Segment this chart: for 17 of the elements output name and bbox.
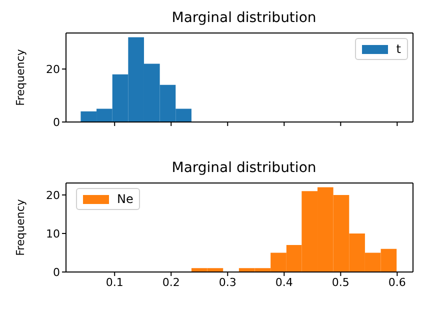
- y-tick-label: 20: [46, 62, 60, 76]
- y-tick-label: 0: [53, 116, 60, 129]
- chart-title: Marginal distribution: [170, 10, 318, 26]
- y-axis-title: Frequency: [14, 48, 27, 106]
- chart-title: Marginal distribution: [170, 160, 318, 176]
- y-tick-label: 20: [46, 188, 60, 202]
- y-axis-title: Frequency: [14, 198, 27, 256]
- x-tick-label: 0.3: [218, 276, 236, 289]
- legend-label: t: [396, 42, 401, 56]
- x-tick-label: 0.6: [388, 276, 406, 289]
- x-tick-label: 0.5: [332, 276, 350, 289]
- y-tick-label: 0: [53, 266, 60, 279]
- x-tick-label: 0.1: [106, 276, 124, 289]
- x-tick-label: 0.4: [275, 276, 293, 289]
- legend-label: Ne: [117, 192, 134, 206]
- y-tick-label: 10: [46, 227, 60, 240]
- x-tick-label: 0.2: [162, 276, 180, 289]
